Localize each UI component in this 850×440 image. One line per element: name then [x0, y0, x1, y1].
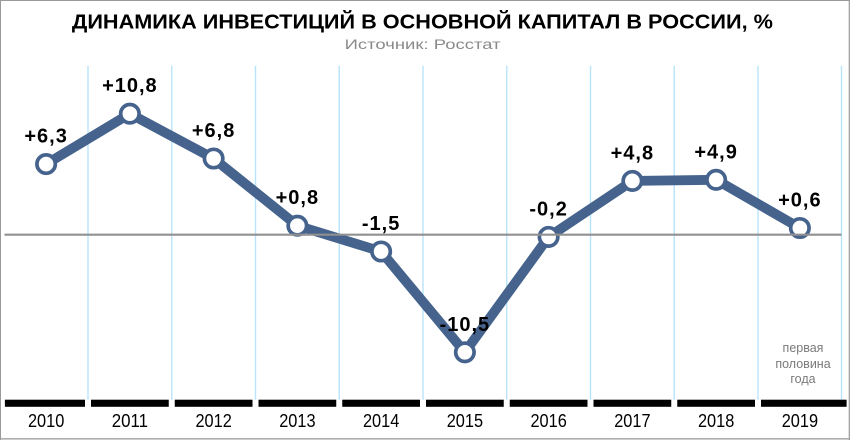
svg-text:2015: 2015: [447, 410, 483, 431]
svg-text:-1,5: -1,5: [362, 213, 400, 235]
svg-text:+6,8: +6,8: [192, 120, 235, 142]
svg-text:-10,5: -10,5: [440, 314, 491, 336]
svg-text:+0,6: +0,6: [778, 190, 821, 212]
svg-text:+4,8: +4,8: [611, 142, 654, 164]
svg-text:+6,3: +6,3: [24, 126, 67, 148]
svg-text:+4,9: +4,9: [694, 141, 737, 163]
svg-text:2014: 2014: [363, 410, 399, 431]
svg-text:половина: половина: [775, 357, 830, 371]
svg-text:года: года: [790, 372, 815, 386]
svg-text:2012: 2012: [195, 410, 231, 431]
svg-text:2019: 2019: [782, 410, 818, 431]
svg-text:2010: 2010: [28, 410, 64, 431]
svg-text:ДИНАМИКА ИНВЕСТИЦИЙ В ОСНОВНОЙ: ДИНАМИКА ИНВЕСТИЦИЙ В ОСНОВНОЙ КАПИТАЛ В…: [72, 10, 773, 34]
svg-text:первая: первая: [783, 341, 824, 355]
svg-text:Источник: Росстат: Источник: Росстат: [345, 37, 502, 52]
svg-text:2016: 2016: [530, 410, 566, 431]
svg-text:2013: 2013: [279, 410, 315, 431]
svg-text:-0,2: -0,2: [529, 198, 567, 220]
svg-text:+10,8: +10,8: [102, 75, 158, 97]
svg-text:2018: 2018: [698, 410, 734, 431]
svg-text:2011: 2011: [112, 410, 148, 431]
svg-text:+0,8: +0,8: [276, 187, 319, 209]
svg-text:2017: 2017: [614, 410, 650, 431]
